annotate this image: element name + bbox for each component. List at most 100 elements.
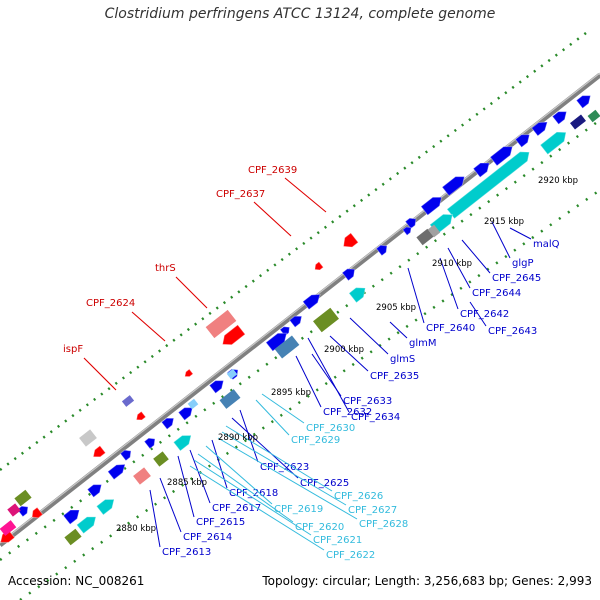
forward-gene[interactable]: [160, 415, 177, 430]
gene-label-forward[interactable]: glgP: [512, 258, 534, 269]
feature-box-green[interactable]: [587, 109, 600, 123]
forward-gene[interactable]: [86, 481, 104, 498]
reverse-gene-alt[interactable]: [79, 429, 97, 447]
forward-gene[interactable]: [401, 225, 414, 236]
forward-gene[interactable]: [119, 447, 133, 462]
reverse-gene-alt[interactable]: [205, 309, 237, 339]
gene-label-forward[interactable]: CPF_2630: [306, 423, 355, 434]
feature-box-steel[interactable]: [219, 389, 241, 409]
gene-label-forward[interactable]: CPF_2632: [323, 407, 372, 418]
forward-gene[interactable]: [489, 142, 516, 167]
gene-label-forward[interactable]: CPF_2642: [460, 309, 509, 320]
gene-label-forward[interactable]: CPF_2643: [488, 326, 537, 337]
forward-gene[interactable]: [341, 265, 358, 282]
gene-label-forward[interactable]: CPF_2620: [295, 522, 344, 533]
forward-gene-alt[interactable]: [446, 147, 533, 220]
gene-label-forward[interactable]: CPF_2613: [162, 547, 211, 558]
gene-label-forward[interactable]: CPF_2625: [300, 478, 349, 489]
feature-box-olive[interactable]: [153, 451, 169, 467]
feature-box-slate[interactable]: [121, 395, 135, 407]
feature-box-grey-light[interactable]: [427, 224, 441, 238]
gene-label-forward[interactable]: CPF_2627: [348, 505, 397, 516]
reverse-gene[interactable]: [29, 506, 44, 520]
forward-gene-alt[interactable]: [95, 495, 118, 516]
callout-line: [253, 201, 292, 237]
tick-label: 2920 kbp: [538, 176, 578, 186]
reverse-gene[interactable]: [219, 324, 246, 349]
callout-line: [131, 311, 166, 342]
forward-gene[interactable]: [472, 159, 492, 178]
gene-label-forward[interactable]: CPF_2623: [260, 462, 309, 473]
reverse-gene-alt[interactable]: [133, 467, 151, 485]
forward-gene[interactable]: [143, 435, 157, 450]
gene-label-forward[interactable]: CPF_2645: [492, 273, 541, 284]
feature-box-magenta[interactable]: [7, 503, 21, 517]
forward-gene[interactable]: [16, 503, 30, 518]
forward-gene[interactable]: [375, 242, 389, 257]
gene-label-reverse[interactable]: CPF_2637: [216, 189, 265, 200]
gene-label-forward[interactable]: CPF_2628: [359, 519, 408, 530]
gene-label-forward[interactable]: CPF_2614: [183, 532, 232, 543]
reverse-gene[interactable]: [134, 410, 147, 422]
forward-gene[interactable]: [177, 404, 195, 421]
tick-label: 2910 kbp: [432, 259, 472, 269]
gene-label-forward[interactable]: CPF_2615: [196, 517, 245, 528]
feature-box-olive[interactable]: [64, 528, 82, 546]
forward-gene[interactable]: [107, 461, 128, 481]
gene-label-forward[interactable]: CPF_2635: [370, 371, 419, 382]
forward-gene[interactable]: [575, 92, 593, 109]
gene-label-forward[interactable]: CPF_2640: [426, 323, 475, 334]
gene-label-forward[interactable]: CPF_2633: [343, 396, 392, 407]
feature-box-skyblue[interactable]: [226, 368, 238, 380]
forward-gene-alt[interactable]: [76, 512, 100, 535]
forward-gene[interactable]: [208, 377, 226, 394]
forward-gene-alt[interactable]: [172, 431, 195, 452]
forward-gene-alt[interactable]: [539, 128, 569, 156]
gene-label-forward[interactable]: glmM: [409, 338, 437, 349]
forward-gene[interactable]: [514, 131, 532, 148]
callout-line: [349, 317, 389, 355]
callout-line: [189, 449, 211, 504]
forward-gene[interactable]: [551, 108, 569, 125]
gene-label-forward[interactable]: CPF_2629: [291, 435, 340, 446]
gene-label-forward[interactable]: malQ: [533, 239, 560, 250]
feature-box-olive[interactable]: [14, 489, 32, 507]
gene-label-forward[interactable]: CPF_2617: [212, 503, 261, 514]
gene-label-forward[interactable]: CPF_2626: [334, 491, 383, 502]
callout-line: [175, 276, 208, 309]
gene-label-forward[interactable]: CPF_2634: [351, 412, 400, 423]
forward-gene[interactable]: [265, 329, 290, 352]
reverse-gene[interactable]: [0, 529, 16, 547]
reverse-gene[interactable]: [183, 368, 194, 379]
callout-line: [217, 437, 358, 520]
reverse-gene[interactable]: [91, 445, 107, 460]
reverse-gene[interactable]: [313, 261, 325, 272]
forward-gene[interactable]: [420, 193, 445, 216]
forward-gene[interactable]: [62, 506, 82, 525]
forward-gene[interactable]: [302, 291, 323, 311]
feature-box-navy[interactable]: [570, 114, 586, 130]
gene-label-reverse[interactable]: CPF_2639: [248, 165, 297, 176]
gene-label-forward[interactable]: CPF_2619: [274, 504, 323, 515]
gene-label-forward[interactable]: glmS: [390, 354, 415, 365]
feature-box-olive[interactable]: [313, 307, 339, 333]
gene-label-reverse[interactable]: thrS: [155, 263, 176, 274]
gene-label-reverse[interactable]: ispF: [63, 344, 83, 355]
callout-line: [329, 335, 369, 372]
gene-label-forward[interactable]: CPF_2622: [326, 550, 375, 561]
callout-line: [447, 247, 471, 289]
feature-box-grey[interactable]: [416, 228, 434, 246]
reverse-gene[interactable]: [340, 232, 359, 251]
gene-label-forward[interactable]: CPF_2621: [313, 535, 362, 546]
forward-gene-alt[interactable]: [348, 283, 369, 304]
forward-gene[interactable]: [530, 118, 551, 137]
callout-line: [189, 465, 325, 551]
callout-line: [221, 431, 347, 506]
gene-label-reverse[interactable]: CPF_2624: [86, 298, 135, 309]
forward-gene[interactable]: [288, 313, 305, 328]
forward-gene[interactable]: [441, 172, 468, 197]
reverse-gene-magenta[interactable]: [0, 520, 17, 536]
feature-box-steel[interactable]: [274, 335, 300, 359]
gene-label-forward[interactable]: CPF_2644: [472, 288, 521, 299]
feature-box-skyblue[interactable]: [187, 398, 199, 410]
